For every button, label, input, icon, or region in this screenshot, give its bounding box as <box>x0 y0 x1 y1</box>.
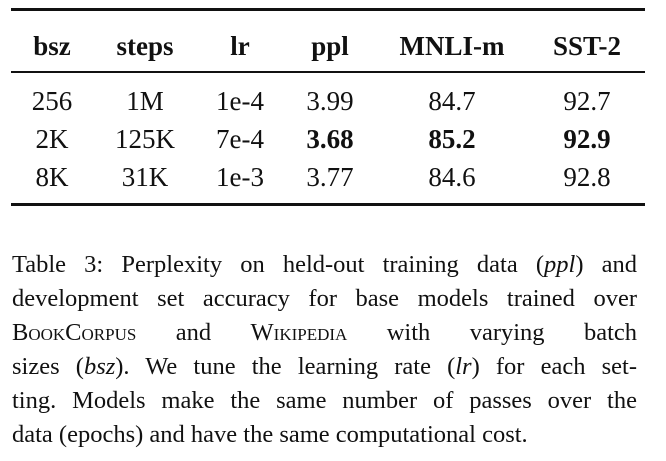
top-rule <box>11 8 645 11</box>
table-cell: 84.7 <box>428 86 476 116</box>
text: ) for each set- <box>471 353 637 380</box>
caption-line: BookCorpus and Wikipedia with varying ba… <box>12 318 637 348</box>
mid-rule <box>11 71 645 73</box>
header-cell: lr <box>230 31 250 61</box>
text: lr <box>455 353 472 380</box>
table-cell: 1e-4 <box>216 86 264 116</box>
text: ting. Models make the same number of pas… <box>12 387 637 414</box>
table-cell: 1M <box>126 86 164 116</box>
caption-line: ting. Models make the same number of pas… <box>12 386 637 416</box>
text: bsz <box>83 353 116 380</box>
text: Wikipedia <box>250 319 348 346</box>
caption-line: data (epochs) and have the same computat… <box>12 420 637 450</box>
text: ppl <box>544 251 576 278</box>
text: ) and <box>575 251 637 278</box>
text: ). We tune the learning rate ( <box>115 353 456 380</box>
table-cell: 125K <box>115 124 175 154</box>
header-cell: MNLI-m <box>399 31 505 61</box>
table-cell: 3.77 <box>306 162 354 192</box>
header-cell: bsz <box>33 31 71 61</box>
text: BookCorpus <box>12 319 137 346</box>
caption-line: sizes (bsz). We tune the learning rate (… <box>12 352 637 382</box>
text: Table 3: Perplexity on held-out training… <box>12 251 545 278</box>
table-cell: 92.8 <box>563 162 611 192</box>
table-cell: 92.7 <box>563 86 611 116</box>
table-cell: 3.99 <box>306 86 354 116</box>
header-cell: ppl <box>311 31 349 61</box>
text: development set accuracy for base models… <box>12 285 637 312</box>
table-cell: 84.6 <box>428 162 476 192</box>
caption-line: development set accuracy for base models… <box>12 284 637 314</box>
text: and <box>136 319 251 346</box>
header-cell: SST-2 <box>552 31 622 61</box>
table-cell: 31K <box>121 162 169 192</box>
caption-line: Table 3: Perplexity on held-out training… <box>12 250 637 280</box>
table-cell: 1e-3 <box>216 162 264 192</box>
table-cell: 256 <box>31 86 73 116</box>
table-cell: 8K <box>35 162 69 192</box>
header-cell: steps <box>116 31 174 61</box>
table-cell: 92.9 <box>563 124 611 154</box>
table-cell: 7e-4 <box>216 124 264 154</box>
table-cell: 85.2 <box>428 124 476 154</box>
text: with varying batch <box>347 319 638 346</box>
text: data (epochs) and have the same computat… <box>12 421 528 448</box>
text: sizes ( <box>12 353 84 380</box>
table-cell: 2K <box>35 124 69 154</box>
table-cell: 3.68 <box>306 124 354 154</box>
bottom-rule <box>11 203 645 206</box>
